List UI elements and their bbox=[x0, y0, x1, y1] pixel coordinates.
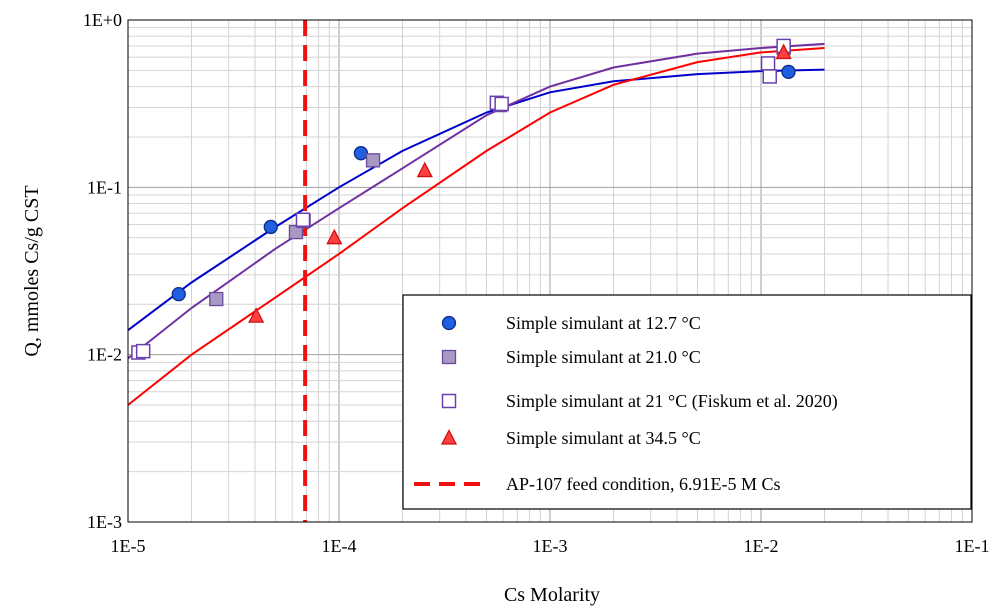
data-points bbox=[131, 38, 796, 360]
data-point-series-1 bbox=[781, 64, 796, 79]
legend-box bbox=[402, 294, 972, 510]
x-axis-label: Cs Molarity bbox=[504, 584, 600, 606]
legend-label-vertical-line: AP-107 feed condition, 6.91E-5 M Cs bbox=[506, 474, 780, 494]
plot-frame bbox=[127, 19, 973, 523]
data-point-series-3 bbox=[762, 69, 777, 84]
y-tick-label: 1E-3 bbox=[87, 512, 122, 532]
fit-line bbox=[127, 68, 825, 331]
legend-marker-3 bbox=[441, 393, 457, 409]
legend-label-4: Simple simulant at 34.5 °C bbox=[506, 428, 701, 448]
tick-labels: 1E-5 1E-4 1E-3 1E-2 1E-1 1E-3 1E-2 1E-1 1E+0 bbox=[83, 10, 990, 556]
x-tick-label: 1E-3 bbox=[533, 536, 568, 556]
x-tick-label: 1E-5 bbox=[111, 536, 146, 556]
legend-label-1: Simple simulant at 12.7 °C bbox=[506, 313, 701, 333]
y-tick-label: 1E+0 bbox=[83, 10, 122, 30]
data-point-series-2 bbox=[365, 153, 381, 168]
y-tick-label: 1E-2 bbox=[87, 345, 122, 365]
data-point-series-3 bbox=[494, 96, 509, 112]
x-tick-label: 1E-1 bbox=[955, 536, 990, 556]
legend-marker-2 bbox=[441, 349, 457, 365]
data-point-series-4 bbox=[326, 228, 343, 245]
y-tick-label: 1E-1 bbox=[87, 177, 122, 197]
fit-line bbox=[127, 42, 825, 360]
legend-marker-4 bbox=[440, 429, 458, 445]
x-tick-label: 1E-2 bbox=[744, 536, 779, 556]
data-point-series-1 bbox=[353, 146, 369, 161]
fit-lines bbox=[127, 42, 825, 406]
x-tick-label: 1E-4 bbox=[322, 536, 357, 556]
data-point-series-4 bbox=[248, 307, 265, 323]
legend-marker-1 bbox=[441, 315, 457, 331]
legend: Simple simulant at 12.7 °C Simple simulan… bbox=[402, 294, 972, 510]
data-point-series-3 bbox=[135, 343, 151, 359]
data-point-series-1 bbox=[263, 219, 278, 235]
legend-label-3: Simple simulant at 21 °C (Fiskum et al. … bbox=[506, 391, 838, 412]
y-axis-label: Q, mmoles Cs/g CST bbox=[21, 185, 43, 356]
data-point-series-3 bbox=[760, 56, 776, 71]
data-point-series-4 bbox=[775, 43, 792, 60]
legend-label-2: Simple simulant at 21.0 °C bbox=[506, 347, 701, 367]
data-point-series-2 bbox=[209, 291, 224, 307]
fit-line bbox=[127, 47, 825, 406]
data-point-series-3 bbox=[295, 212, 311, 228]
data-point-series-1 bbox=[171, 286, 186, 302]
data-point-series-4 bbox=[416, 161, 433, 178]
